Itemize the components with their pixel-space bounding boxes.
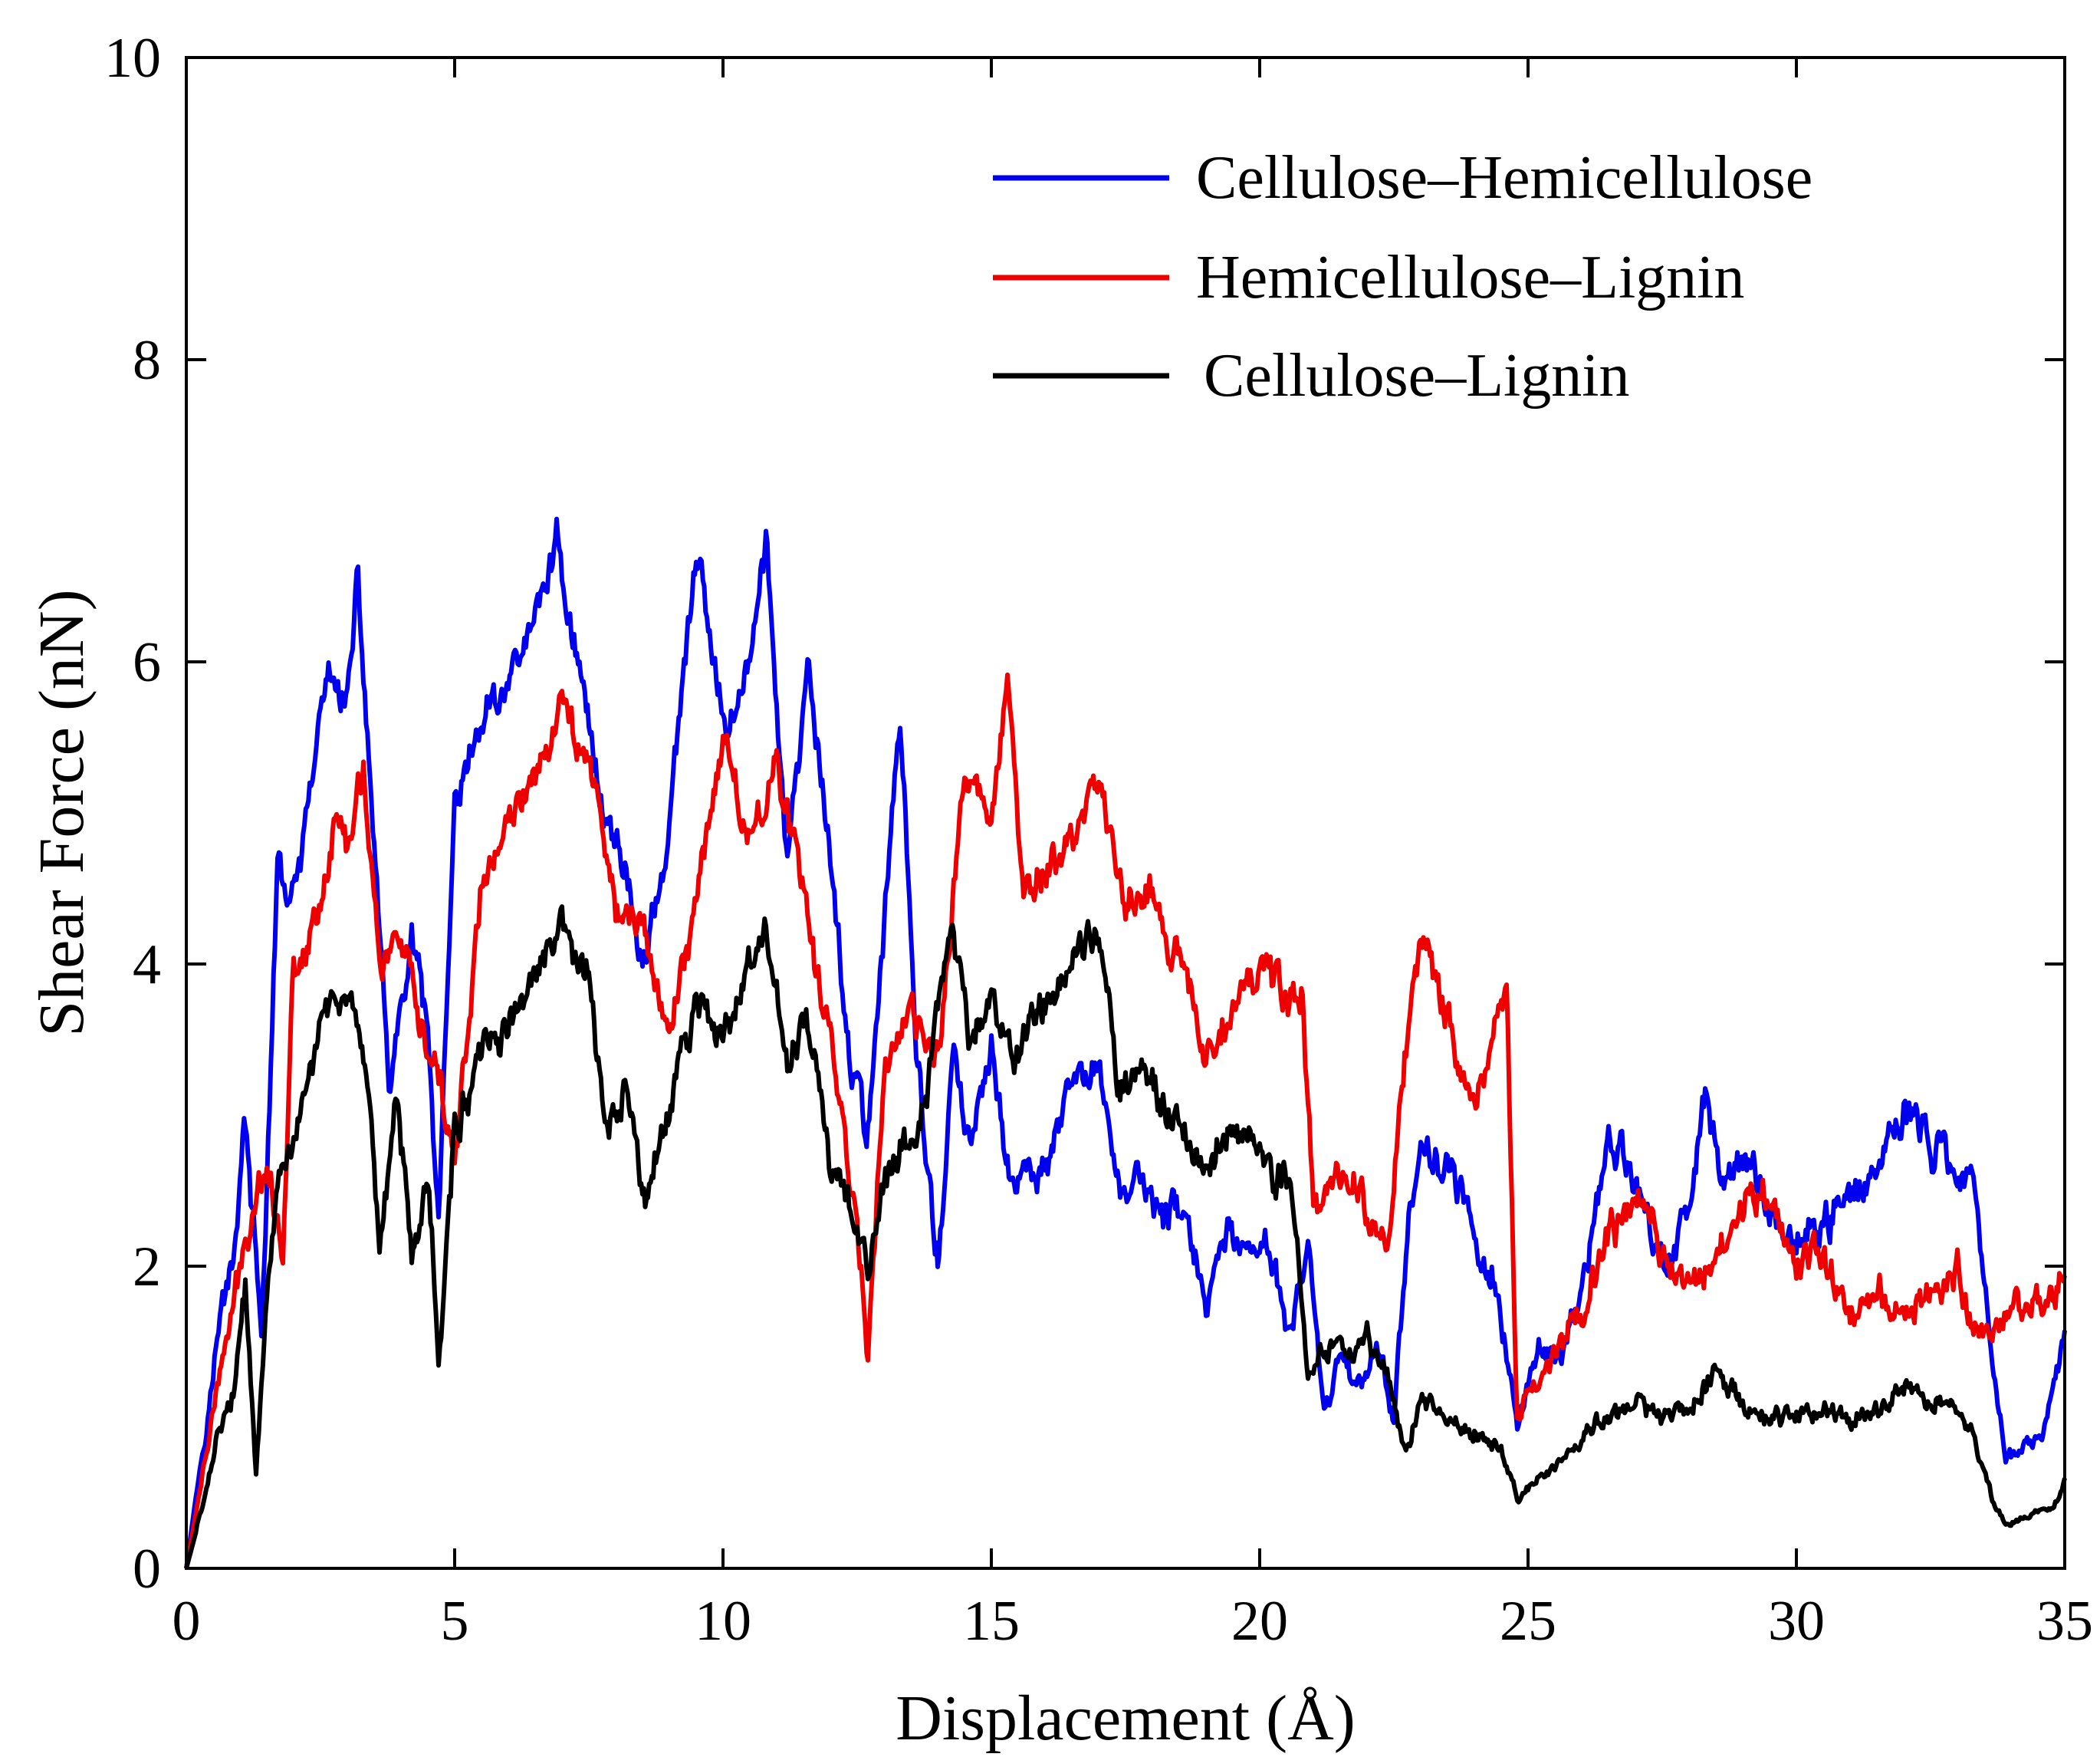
series-line-cellulose-hemicellulose bbox=[184, 516, 2067, 1569]
x-tick-label-35: 35 bbox=[2036, 1590, 2093, 1653]
legend: Cellulose–Hemicellulose Hemicellulose–Li… bbox=[993, 144, 1812, 410]
x-tick-label-30: 30 bbox=[1768, 1590, 1825, 1653]
y-tick-label-8: 8 bbox=[133, 329, 161, 392]
legend-label-cellulose-hemicellulose: Cellulose–Hemicellulose bbox=[1196, 144, 1812, 212]
series-line-hemicellulose-lignin bbox=[184, 672, 2067, 1569]
x-tick-label-0: 0 bbox=[173, 1590, 201, 1653]
series-lines bbox=[184, 516, 2067, 1569]
y-tick-labels: 0 2 4 6 8 10 bbox=[104, 27, 161, 1601]
series-line-cellulose-lignin bbox=[184, 904, 2067, 1569]
x-tick-label-15: 15 bbox=[963, 1590, 1020, 1653]
x-tick-labels: 0 5 10 15 20 25 30 35 bbox=[173, 1590, 2094, 1653]
axis-ticks bbox=[185, 56, 2066, 1570]
x-tick-label-20: 20 bbox=[1231, 1590, 1288, 1653]
y-tick-label-10: 10 bbox=[104, 27, 161, 90]
x-tick-label-10: 10 bbox=[695, 1590, 751, 1653]
y-tick-label-0: 0 bbox=[133, 1538, 161, 1601]
y-tick-label-6: 6 bbox=[133, 631, 161, 694]
x-tick-label-25: 25 bbox=[1500, 1590, 1556, 1653]
y-axis-title: Shear Force (nN) bbox=[26, 589, 97, 1036]
y-tick-label-4: 4 bbox=[133, 933, 161, 996]
legend-label-cellulose-lignin: Cellulose–Lignin bbox=[1204, 342, 1630, 410]
y-tick-label-2: 2 bbox=[133, 1235, 161, 1298]
legend-label-hemicellulose-lignin: Hemicellulose–Lignin bbox=[1196, 244, 1744, 311]
x-axis-title: Displacement (Å) bbox=[896, 1683, 1355, 1754]
plot-frame bbox=[185, 56, 2066, 1570]
x-tick-label-5: 5 bbox=[441, 1590, 469, 1653]
